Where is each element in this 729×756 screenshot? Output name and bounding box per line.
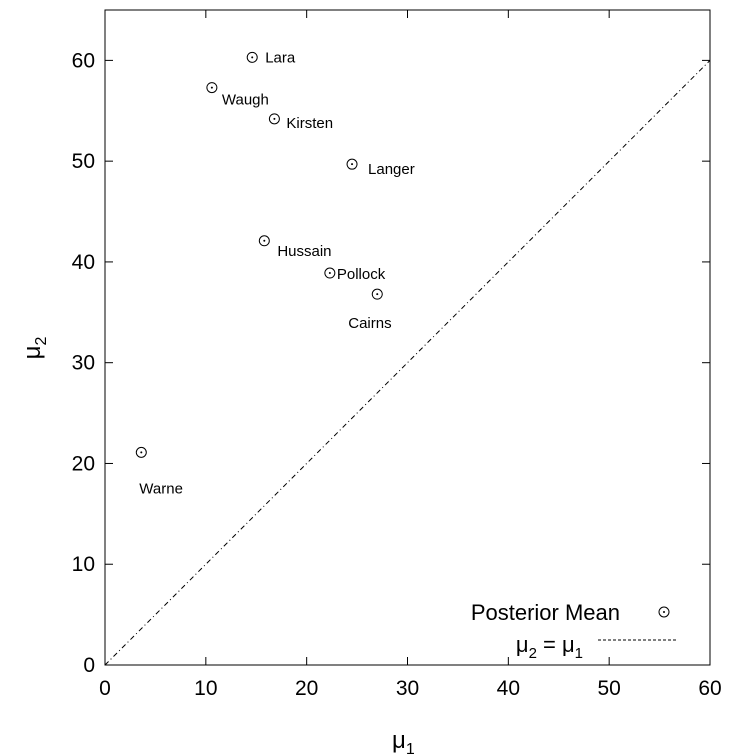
x-axis-ticks: 0 10 20 30 40 50 60 (99, 10, 722, 700)
point-waugh (206, 82, 218, 94)
legend-marker-posterior-mean (658, 606, 670, 618)
legend-marker-dot (663, 611, 665, 613)
x-tick-label: 30 (396, 677, 419, 700)
point-warne (135, 446, 147, 458)
point-center-lara (251, 56, 254, 59)
point-label-lara: Lara (265, 49, 296, 66)
x-tick-label: 50 (597, 677, 620, 700)
point-label-warne: Warne (139, 480, 183, 497)
y-tick-label: 30 (72, 352, 95, 375)
x-axis-title: μ1 (392, 727, 415, 756)
point-kirsten (268, 113, 280, 125)
point-label-waugh: Waugh (222, 92, 269, 109)
data-points: Lara Waugh Kirsten Langer Hussain Pollock Cair… (135, 49, 415, 497)
point-cairns (371, 288, 383, 300)
point-center-cairns (376, 293, 379, 296)
x-tick-label: 10 (194, 677, 217, 700)
x-tick-label: 0 (99, 677, 111, 700)
reference-line (104, 60, 711, 666)
x-tick-label: 40 (497, 677, 520, 700)
x-tick-label: 60 (698, 677, 721, 700)
point-center-langer (351, 163, 354, 166)
point-center-waugh (210, 86, 213, 89)
point-hussain (258, 235, 270, 247)
point-center-kirsten (273, 117, 276, 120)
legend: Posterior Mean μ2 = μ1 (471, 600, 678, 662)
y-tick-label: 40 (72, 251, 95, 274)
y-tick-label: 0 (83, 654, 95, 677)
point-center-warne (140, 451, 143, 454)
y-tick-label: 50 (72, 150, 95, 173)
y-axis-ticks: 0 10 20 30 40 50 60 (72, 49, 710, 677)
point-label-kirsten: Kirsten (286, 115, 333, 132)
legend-label-reference: μ2 = μ1 (516, 632, 583, 662)
point-label-langer: Langer (368, 161, 415, 178)
point-pollock (324, 267, 336, 279)
point-lara (246, 51, 258, 63)
y-tick-label: 60 (72, 49, 95, 72)
point-label-hussain: Hussain (277, 243, 331, 260)
y-axis-title: μ2 (19, 337, 50, 360)
point-langer (346, 158, 358, 170)
plot-frame (104, 9, 711, 666)
point-label-cairns: Cairns (348, 315, 391, 332)
y-tick-label: 20 (72, 452, 95, 475)
point-center-pollock (328, 272, 331, 275)
y-tick-label: 10 (72, 553, 95, 576)
x-tick-label: 20 (295, 677, 318, 700)
point-label-pollock: Pollock (337, 266, 386, 283)
legend-label-posterior-mean: Posterior Mean (471, 600, 620, 625)
point-center-hussain (263, 239, 266, 242)
